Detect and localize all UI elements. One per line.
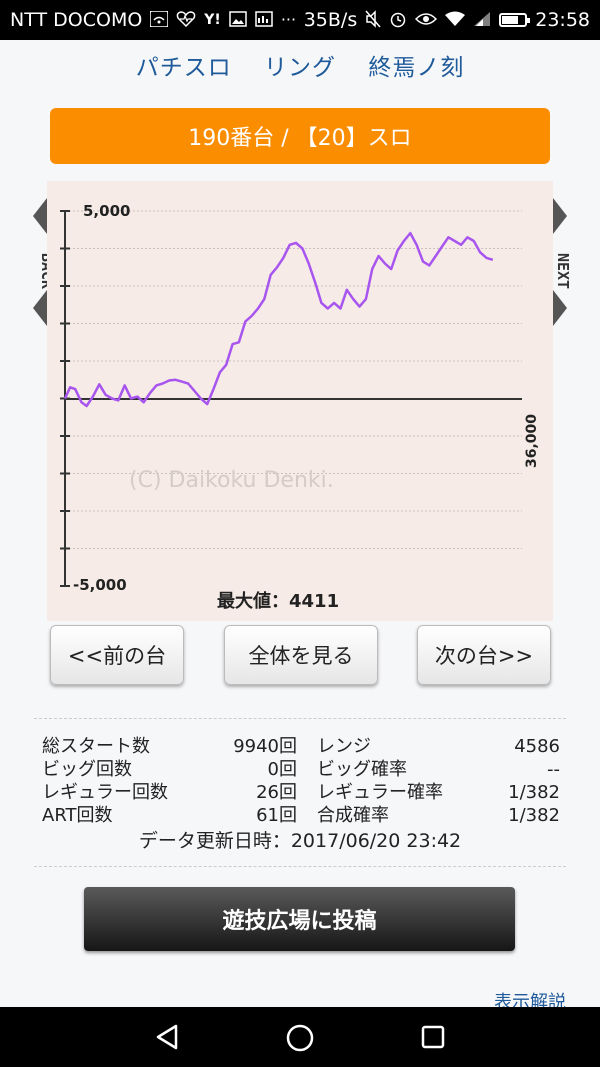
alarm-icon bbox=[389, 10, 407, 31]
stat-label: ビッグ回数 bbox=[42, 759, 132, 780]
home-icon[interactable] bbox=[286, 1024, 314, 1052]
y-bottom-label: -5,000 bbox=[73, 576, 127, 594]
y-top-label: 5,000 bbox=[83, 202, 130, 220]
stat-row: ART回数 61回 合成確率 1/382 bbox=[42, 804, 560, 827]
recents-icon[interactable] bbox=[421, 1025, 445, 1049]
divider bbox=[34, 718, 566, 719]
heart-icon bbox=[176, 10, 196, 30]
stat-value: 1/382 bbox=[508, 782, 560, 803]
eye-icon bbox=[415, 12, 438, 29]
stat-label: ART回数 bbox=[42, 805, 113, 826]
cell-signal-icon bbox=[473, 11, 491, 30]
watermark: (C) Daikoku Denki. bbox=[129, 468, 334, 493]
status-bar: NTT DOCOMO Y! ··· 35B/s bbox=[0, 0, 600, 40]
stat-label: 総スタート数 bbox=[42, 736, 150, 757]
stat-value: -- bbox=[547, 759, 560, 780]
battery-icon bbox=[499, 13, 531, 27]
gallery-icon bbox=[255, 10, 273, 30]
stat-value: 4586 bbox=[514, 736, 560, 757]
post-to-plaza-button[interactable]: 遊技広場に投稿 bbox=[84, 887, 515, 951]
stat-label: レギュラー確率 bbox=[317, 782, 443, 803]
android-nav-bar bbox=[0, 1007, 600, 1067]
divider bbox=[34, 866, 566, 867]
stat-label: レンジ bbox=[317, 736, 371, 757]
machine-title: パチスロ リング 終焉ノ刻 bbox=[0, 48, 600, 82]
carrier-name: NTT DOCOMO bbox=[10, 9, 143, 31]
data-updated-time: データ更新日時：2017/06/20 23:42 bbox=[138, 830, 462, 852]
stat-row: レギュラー回数 26回 レギュラー確率 1/382 bbox=[42, 781, 560, 804]
network-speed: 35B/s bbox=[303, 9, 358, 31]
machine-name: 終焉ノ刻 bbox=[368, 55, 465, 81]
prev-machine-button[interactable]: <<前の台 bbox=[50, 625, 184, 685]
slump-chart: 5,000 -5,000 36,000 (C) Daikoku Denki. 最… bbox=[60, 202, 540, 612]
clock: 23:58 bbox=[535, 9, 590, 31]
slump-graph: 5,000 -5,000 36,000 (C) Daikoku Denki. 最… bbox=[47, 181, 553, 621]
more-icon: ··· bbox=[280, 10, 297, 29]
next-machine-button[interactable]: 次の台>> bbox=[417, 625, 551, 685]
next-label[interactable]: NEXT bbox=[554, 252, 573, 290]
stat-row: 総スタート数 9940回 レンジ 4586 bbox=[42, 735, 560, 758]
view-all-button[interactable]: 全体を見る bbox=[224, 625, 378, 685]
machine-number-bar: 190番台 / 【20】スロ bbox=[50, 108, 550, 164]
back-up-arrow-icon[interactable] bbox=[33, 198, 47, 234]
wifi-icon bbox=[149, 9, 170, 30]
series-line bbox=[63, 231, 494, 408]
back-icon[interactable] bbox=[154, 1024, 180, 1050]
stat-value: 1/382 bbox=[508, 805, 560, 826]
stat-value: 61回 bbox=[256, 805, 297, 826]
yahoo-icon: Y! bbox=[204, 12, 221, 28]
category-label: パチスロ bbox=[135, 55, 232, 81]
x-end-label: 36,000 bbox=[524, 414, 540, 468]
stat-label: ビッグ確率 bbox=[317, 759, 407, 780]
next-down-arrow-icon[interactable] bbox=[553, 290, 567, 326]
back-down-arrow-icon[interactable] bbox=[33, 290, 47, 326]
stat-value: 9940回 bbox=[233, 736, 297, 757]
stat-label: レギュラー回数 bbox=[42, 782, 168, 803]
next-up-arrow-icon[interactable] bbox=[553, 198, 567, 234]
stat-row: ビッグ回数 0回 ビッグ確率 -- bbox=[42, 758, 560, 781]
stat-value: 0回 bbox=[267, 759, 297, 780]
machine-number-label: 190番台 / 【20】スロ bbox=[188, 126, 412, 151]
max-value-label: 最大値：4411 bbox=[217, 590, 339, 612]
image-icon bbox=[229, 10, 247, 30]
stat-value: 26回 bbox=[256, 782, 297, 803]
mute-icon bbox=[365, 9, 381, 31]
stat-label: 合成確率 bbox=[317, 805, 389, 826]
stats-table: 総スタート数 9940回 レンジ 4586 ビッグ回数 0回 ビッグ確率 -- … bbox=[42, 735, 560, 827]
wifi-signal-icon bbox=[445, 11, 466, 30]
series-label: リング bbox=[264, 55, 336, 81]
